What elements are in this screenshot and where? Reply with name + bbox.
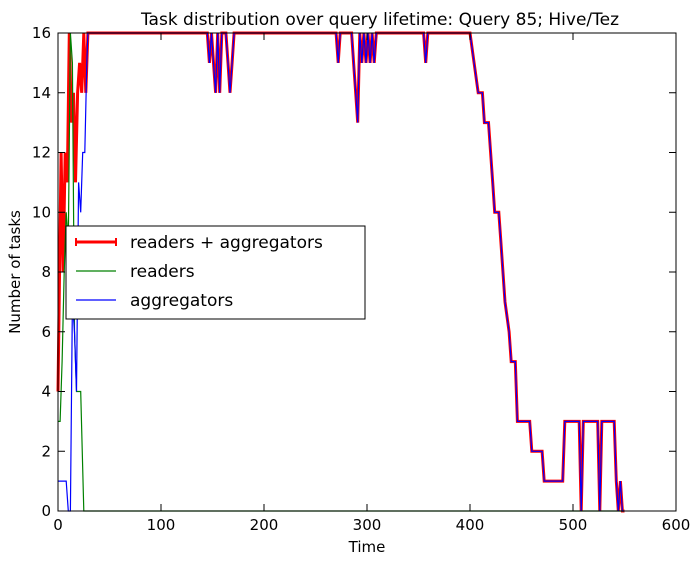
chart-title: Task distribution over query lifetime: Q…: [140, 10, 619, 30]
y-axis-label: Number of tasks: [6, 210, 24, 334]
legend-entries: readers + aggregators readers aggregators: [75, 233, 323, 311]
x-tick-label: 500: [559, 516, 588, 534]
y-tick-label: 8: [41, 263, 51, 281]
x-tick-label: 600: [662, 516, 691, 534]
x-tick-label: 100: [147, 516, 176, 534]
x-axis-label: Time: [348, 538, 386, 556]
x-tick-label: 400: [456, 516, 485, 534]
y-tick-label: 2: [41, 442, 51, 460]
y-tick-label: 16: [32, 24, 51, 42]
legend-label: readers: [130, 262, 195, 282]
y-tick-label: 14: [32, 84, 51, 102]
x-tick-label: 200: [250, 516, 279, 534]
y-tick-label: 12: [32, 144, 51, 162]
y-tick-label: 0: [41, 502, 51, 520]
y-tick-label: 10: [32, 203, 51, 221]
legend-label: readers + aggregators: [130, 233, 323, 253]
x-tick-label: 300: [353, 516, 382, 534]
x-tick-label: 0: [53, 516, 63, 534]
legend: readers + aggregators readers aggregators: [65, 225, 366, 320]
y-tick-label: 4: [41, 383, 51, 401]
axis-ticks: [57, 32, 677, 512]
axis-tick-labels: 0 100 200 300 400 500 600 0 2 4 6 8 10 12 14 16: [32, 24, 690, 534]
legend-label: aggregators: [130, 291, 233, 311]
y-tick-label: 6: [41, 323, 51, 341]
